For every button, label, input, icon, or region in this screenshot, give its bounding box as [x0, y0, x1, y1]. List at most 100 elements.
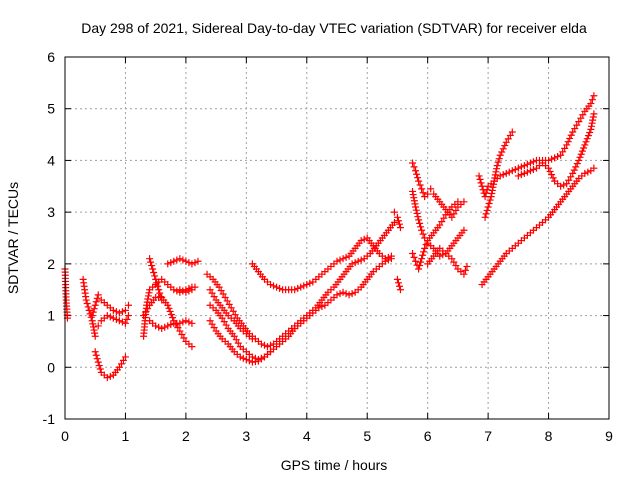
y-tick-label: 3	[47, 204, 55, 220]
data-point	[260, 341, 268, 349]
data-point	[89, 320, 97, 328]
data-point	[590, 92, 598, 100]
data-point	[395, 282, 403, 290]
data-point	[483, 206, 491, 214]
data-point	[339, 255, 347, 263]
data-point	[342, 253, 350, 261]
data-point	[118, 308, 126, 316]
data-point	[554, 153, 562, 161]
data-point	[188, 260, 196, 268]
x-tick-label: 9	[605, 428, 613, 444]
data-point	[91, 332, 99, 340]
data-point	[460, 226, 468, 234]
data-point	[486, 196, 494, 204]
axis-ticks: 0 1 2 3 4 5 6 7 8 9 -1 0 1 2 3 4 5 6	[43, 49, 614, 444]
data-point	[422, 240, 430, 248]
data-point	[481, 213, 489, 221]
data-point	[336, 290, 344, 298]
data-point	[390, 208, 398, 216]
data-point	[182, 257, 190, 265]
data-point	[577, 150, 585, 158]
data-point	[581, 141, 589, 149]
data-point	[520, 162, 528, 170]
data-point	[409, 187, 417, 195]
data-point	[411, 200, 419, 208]
data-point	[267, 348, 275, 356]
data-point	[557, 182, 565, 190]
data-point	[90, 305, 98, 313]
data-point	[490, 180, 498, 188]
data-point	[394, 279, 402, 287]
data-point	[300, 282, 308, 290]
data-point	[95, 362, 103, 370]
data-point	[529, 158, 537, 166]
data-point	[520, 169, 528, 177]
y-tick-label: -1	[43, 411, 56, 427]
data-point	[416, 181, 424, 189]
data-point	[357, 256, 365, 264]
data-point	[508, 167, 516, 175]
data-point	[409, 191, 417, 199]
data-point	[149, 265, 157, 273]
data-point	[318, 303, 326, 311]
data-point	[419, 230, 427, 238]
data-point	[573, 160, 581, 168]
data-point	[152, 322, 160, 330]
data-point	[477, 179, 485, 187]
data-point	[492, 168, 500, 176]
data-point	[384, 253, 392, 261]
y-axis-label: SDTVAR / TECUs	[5, 182, 21, 294]
data-point	[419, 189, 427, 197]
data-point	[182, 317, 190, 325]
data-point	[89, 308, 97, 316]
data-point	[523, 168, 531, 176]
data-point	[393, 275, 401, 283]
data-point	[176, 286, 184, 294]
data-point	[396, 286, 404, 294]
data-point	[415, 177, 423, 185]
data-point	[487, 193, 495, 201]
data-point	[569, 169, 577, 177]
data-point	[155, 323, 163, 331]
data-point	[164, 301, 172, 309]
data-point	[481, 193, 489, 201]
data-point	[176, 255, 184, 263]
data-point	[578, 147, 586, 155]
data-point	[545, 164, 553, 172]
data-point	[124, 312, 132, 320]
data-point	[461, 266, 469, 274]
data-point	[267, 281, 275, 289]
data-point	[572, 163, 580, 171]
x-tick-label: 1	[122, 428, 130, 444]
data-point	[91, 348, 99, 356]
data-point	[414, 174, 422, 182]
data-point	[239, 354, 247, 362]
data-point	[494, 158, 502, 166]
data-point	[499, 145, 507, 153]
data-point	[164, 260, 172, 268]
data-point	[106, 372, 114, 380]
data-point	[93, 355, 101, 363]
data-point	[248, 335, 256, 343]
data-point	[167, 259, 175, 267]
data-point	[173, 287, 181, 295]
data-point	[488, 186, 496, 194]
data-point	[493, 162, 501, 170]
data-point	[417, 223, 425, 231]
data-point	[339, 288, 347, 296]
data-point	[460, 198, 468, 206]
data-point	[90, 326, 98, 334]
data-point	[348, 290, 356, 298]
data-point	[393, 213, 401, 221]
x-tick-label: 0	[61, 428, 69, 444]
data-point	[511, 165, 519, 173]
data-point	[92, 298, 100, 306]
data-point	[396, 224, 404, 232]
data-point	[567, 131, 575, 139]
data-point	[582, 138, 590, 146]
data-point	[170, 286, 178, 294]
data-point	[185, 318, 193, 326]
data-point	[476, 175, 484, 183]
data-point	[123, 315, 131, 323]
data-point	[387, 252, 395, 260]
